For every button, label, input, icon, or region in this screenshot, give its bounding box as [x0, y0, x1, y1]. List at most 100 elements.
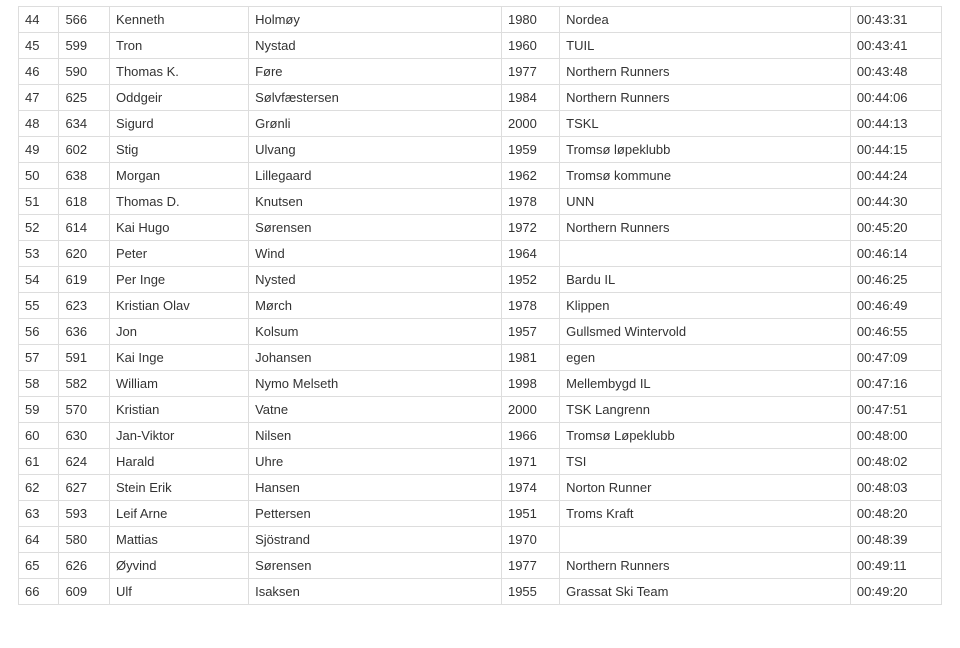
cell-year: 1960	[501, 33, 559, 59]
cell-last_name: Wind	[249, 241, 502, 267]
cell-last_name: Kolsum	[249, 319, 502, 345]
cell-rank: 55	[19, 293, 59, 319]
cell-year: 1972	[501, 215, 559, 241]
cell-year: 1951	[501, 501, 559, 527]
table-row: 64580MattiasSjöstrand197000:48:39	[19, 527, 942, 553]
cell-first_name: William	[110, 371, 249, 397]
cell-last_name: Ulvang	[249, 137, 502, 163]
cell-time: 00:43:41	[850, 33, 941, 59]
cell-first_name: Ulf	[110, 579, 249, 605]
cell-last_name: Uhre	[249, 449, 502, 475]
cell-year: 1980	[501, 7, 559, 33]
cell-bib: 620	[59, 241, 110, 267]
cell-first_name: Stig	[110, 137, 249, 163]
cell-club: TUIL	[560, 33, 851, 59]
cell-first_name: Øyvind	[110, 553, 249, 579]
cell-year: 1957	[501, 319, 559, 345]
cell-club: Norton Runner	[560, 475, 851, 501]
cell-time: 00:49:20	[850, 579, 941, 605]
cell-first_name: Leif Arne	[110, 501, 249, 527]
cell-club: TSKL	[560, 111, 851, 137]
cell-time: 00:43:31	[850, 7, 941, 33]
cell-club: Northern Runners	[560, 59, 851, 85]
table-row: 47625OddgeirSølvfæstersen1984Northern Ru…	[19, 85, 942, 111]
table-row: 54619Per IngeNysted1952Bardu IL00:46:25	[19, 267, 942, 293]
table-row: 57591Kai IngeJohansen1981egen00:47:09	[19, 345, 942, 371]
cell-rank: 56	[19, 319, 59, 345]
cell-club: Nordea	[560, 7, 851, 33]
cell-rank: 59	[19, 397, 59, 423]
cell-first_name: Jan-Viktor	[110, 423, 249, 449]
cell-last_name: Hansen	[249, 475, 502, 501]
cell-year: 2000	[501, 111, 559, 137]
table-row: 49602StigUlvang1959Tromsø løpeklubb00:44…	[19, 137, 942, 163]
table-row: 51618Thomas D.Knutsen1978UNN00:44:30	[19, 189, 942, 215]
cell-rank: 61	[19, 449, 59, 475]
cell-last_name: Grønli	[249, 111, 502, 137]
cell-club: Northern Runners	[560, 215, 851, 241]
table-row: 65626ØyvindSørensen1977Northern Runners0…	[19, 553, 942, 579]
cell-club: egen	[560, 345, 851, 371]
cell-rank: 62	[19, 475, 59, 501]
cell-rank: 45	[19, 33, 59, 59]
cell-first_name: Kristian Olav	[110, 293, 249, 319]
table-row: 62627Stein ErikHansen1974Norton Runner00…	[19, 475, 942, 501]
cell-last_name: Nysted	[249, 267, 502, 293]
cell-rank: 58	[19, 371, 59, 397]
cell-year: 1984	[501, 85, 559, 111]
cell-first_name: Per Inge	[110, 267, 249, 293]
cell-last_name: Nymo Melseth	[249, 371, 502, 397]
table-row: 59570KristianVatne2000TSK Langrenn00:47:…	[19, 397, 942, 423]
cell-year: 1971	[501, 449, 559, 475]
cell-rank: 63	[19, 501, 59, 527]
cell-first_name: Morgan	[110, 163, 249, 189]
table-row: 48634SigurdGrønli2000TSKL00:44:13	[19, 111, 942, 137]
table-row: 50638MorganLillegaard1962Tromsø kommune0…	[19, 163, 942, 189]
table-row: 58582WilliamNymo Melseth1998Mellembygd I…	[19, 371, 942, 397]
cell-club: TSI	[560, 449, 851, 475]
cell-bib: 624	[59, 449, 110, 475]
cell-first_name: Jon	[110, 319, 249, 345]
cell-bib: 618	[59, 189, 110, 215]
cell-year: 1966	[501, 423, 559, 449]
cell-year: 1970	[501, 527, 559, 553]
cell-rank: 47	[19, 85, 59, 111]
cell-time: 00:44:24	[850, 163, 941, 189]
cell-year: 1978	[501, 189, 559, 215]
cell-club: Northern Runners	[560, 85, 851, 111]
cell-year: 1959	[501, 137, 559, 163]
table-row: 44566KennethHolmøy1980Nordea00:43:31	[19, 7, 942, 33]
cell-bib: 614	[59, 215, 110, 241]
cell-time: 00:44:13	[850, 111, 941, 137]
cell-last_name: Pettersen	[249, 501, 502, 527]
cell-club: Tromsø kommune	[560, 163, 851, 189]
cell-time: 00:48:02	[850, 449, 941, 475]
cell-time: 00:47:16	[850, 371, 941, 397]
cell-last_name: Isaksen	[249, 579, 502, 605]
cell-year: 1981	[501, 345, 559, 371]
results-tbody: 44566KennethHolmøy1980Nordea00:43:3145 59…	[19, 7, 942, 605]
table-row: 55623Kristian OlavMørch1978Klippen00:46:…	[19, 293, 942, 319]
cell-last_name: Sørensen	[249, 215, 502, 241]
cell-time: 00:48:00	[850, 423, 941, 449]
cell-club: Tromsø løpeklubb	[560, 137, 851, 163]
table-row: 53620PeterWind196400:46:14	[19, 241, 942, 267]
cell-rank: 44	[19, 7, 59, 33]
cell-year: 1977	[501, 59, 559, 85]
cell-bib: 634	[59, 111, 110, 137]
cell-rank: 57	[19, 345, 59, 371]
cell-time: 00:46:55	[850, 319, 941, 345]
cell-club: UNN	[560, 189, 851, 215]
cell-year: 1964	[501, 241, 559, 267]
results-page: 44566KennethHolmøy1980Nordea00:43:3145 59…	[0, 0, 960, 619]
cell-last_name: Nystad	[249, 33, 502, 59]
cell-rank: 65	[19, 553, 59, 579]
cell-time: 00:47:09	[850, 345, 941, 371]
cell-bib: 627	[59, 475, 110, 501]
cell-year: 1952	[501, 267, 559, 293]
cell-bib: 582	[59, 371, 110, 397]
cell-club: TSK Langrenn	[560, 397, 851, 423]
cell-time: 00:49:11	[850, 553, 941, 579]
cell-time: 00:46:14	[850, 241, 941, 267]
cell-year: 1955	[501, 579, 559, 605]
